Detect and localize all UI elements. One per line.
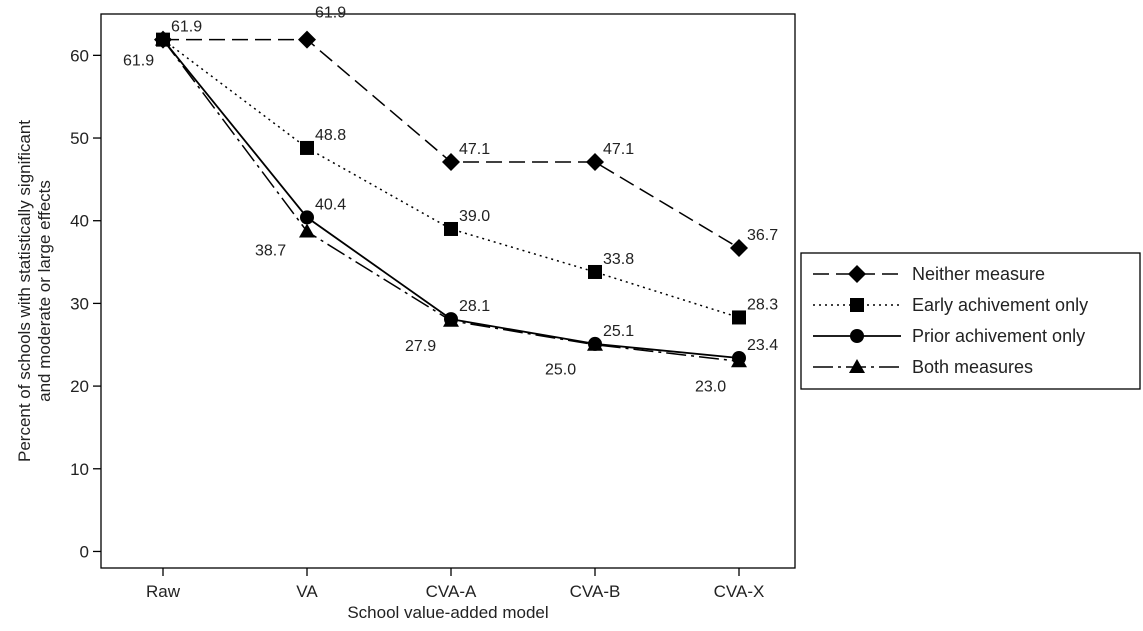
legend-label: Both measures	[912, 357, 1033, 377]
x-tick-label: Raw	[146, 582, 181, 601]
legend-label: Neither measure	[912, 264, 1045, 284]
data-label: 61.9	[315, 5, 346, 22]
data-point-diamond	[154, 30, 172, 49]
legend: Neither measure Early achivement only Prio…	[800, 252, 1141, 390]
data-point-circle	[732, 350, 746, 365]
legend-label: Early achivement only	[912, 295, 1088, 315]
data-point-square	[588, 264, 602, 279]
data-point-square	[444, 221, 458, 236]
legend-marker-circle	[850, 329, 864, 343]
x-axis-title: School value-added model	[347, 603, 548, 622]
data-label: 23.4	[747, 337, 778, 354]
legend-marker-diamond	[848, 265, 866, 283]
data-label: 47.1	[459, 141, 490, 158]
data-label: 25.0	[545, 362, 576, 379]
data-label: 39.0	[459, 208, 490, 225]
y-tick-label: 50	[70, 129, 89, 148]
data-point-triangle	[299, 223, 315, 238]
y-tick-label: 60	[70, 46, 89, 65]
data-label: 40.4	[315, 196, 346, 213]
legend-marker-triangle	[849, 359, 865, 373]
data-point-diamond	[442, 153, 460, 172]
x-tick-label: CVA-A	[426, 582, 477, 601]
data-label-layer: 61.9 61.9 47.1 47.1 36.7 48.8 39.0 33.8 28.3 61.9…	[123, 5, 778, 396]
x-tick-label: VA	[296, 582, 318, 601]
legend-label: Prior achivement only	[912, 326, 1085, 346]
data-label: 25.1	[603, 323, 634, 340]
x-tick-label: CVA-X	[714, 582, 765, 601]
data-label: 38.7	[255, 242, 286, 259]
legend-marker-square	[850, 298, 864, 312]
data-point-diamond	[586, 153, 604, 172]
data-point-diamond	[730, 239, 748, 258]
y-tick-label: 40	[70, 212, 89, 231]
y-tick-label: 30	[70, 294, 89, 313]
plot-frame	[100, 13, 796, 569]
y-tick-label: 0	[80, 542, 89, 561]
y-tick-label: 20	[70, 377, 89, 396]
data-label: 61.9	[123, 53, 154, 70]
data-label: 33.8	[603, 251, 634, 268]
data-point-diamond	[298, 30, 316, 49]
y-axis-title-line-2: and moderate or large effects	[35, 180, 54, 402]
data-point-circle	[300, 210, 314, 225]
series-line-circle	[162, 39, 740, 359]
y-tick-label: 10	[70, 460, 89, 479]
data-label: 23.0	[695, 378, 726, 395]
data-label: 48.8	[315, 127, 346, 144]
data-point-square	[732, 310, 746, 325]
x-tick-label: CVA-B	[570, 582, 621, 601]
data-label: 36.7	[747, 227, 778, 244]
data-label: 61.9	[171, 19, 202, 36]
data-point-circle	[588, 336, 602, 351]
x-axis: Raw VA CVA-A CVA-B CVA-X	[146, 568, 764, 601]
data-label: 27.9	[405, 338, 436, 355]
y-axis-title-line-1: Percent of schools with statistically si…	[15, 120, 34, 462]
series-line-diamond	[163, 38, 740, 249]
data-point-square	[300, 140, 314, 155]
y-axis: 0 10 20 30 40 50 60	[70, 46, 101, 561]
data-label: 47.1	[603, 141, 634, 158]
data-point-circle	[444, 312, 458, 327]
series-layer	[154, 30, 748, 368]
data-label: 28.1	[459, 298, 490, 315]
data-label: 28.3	[747, 296, 778, 313]
series-line-square	[162, 39, 740, 319]
